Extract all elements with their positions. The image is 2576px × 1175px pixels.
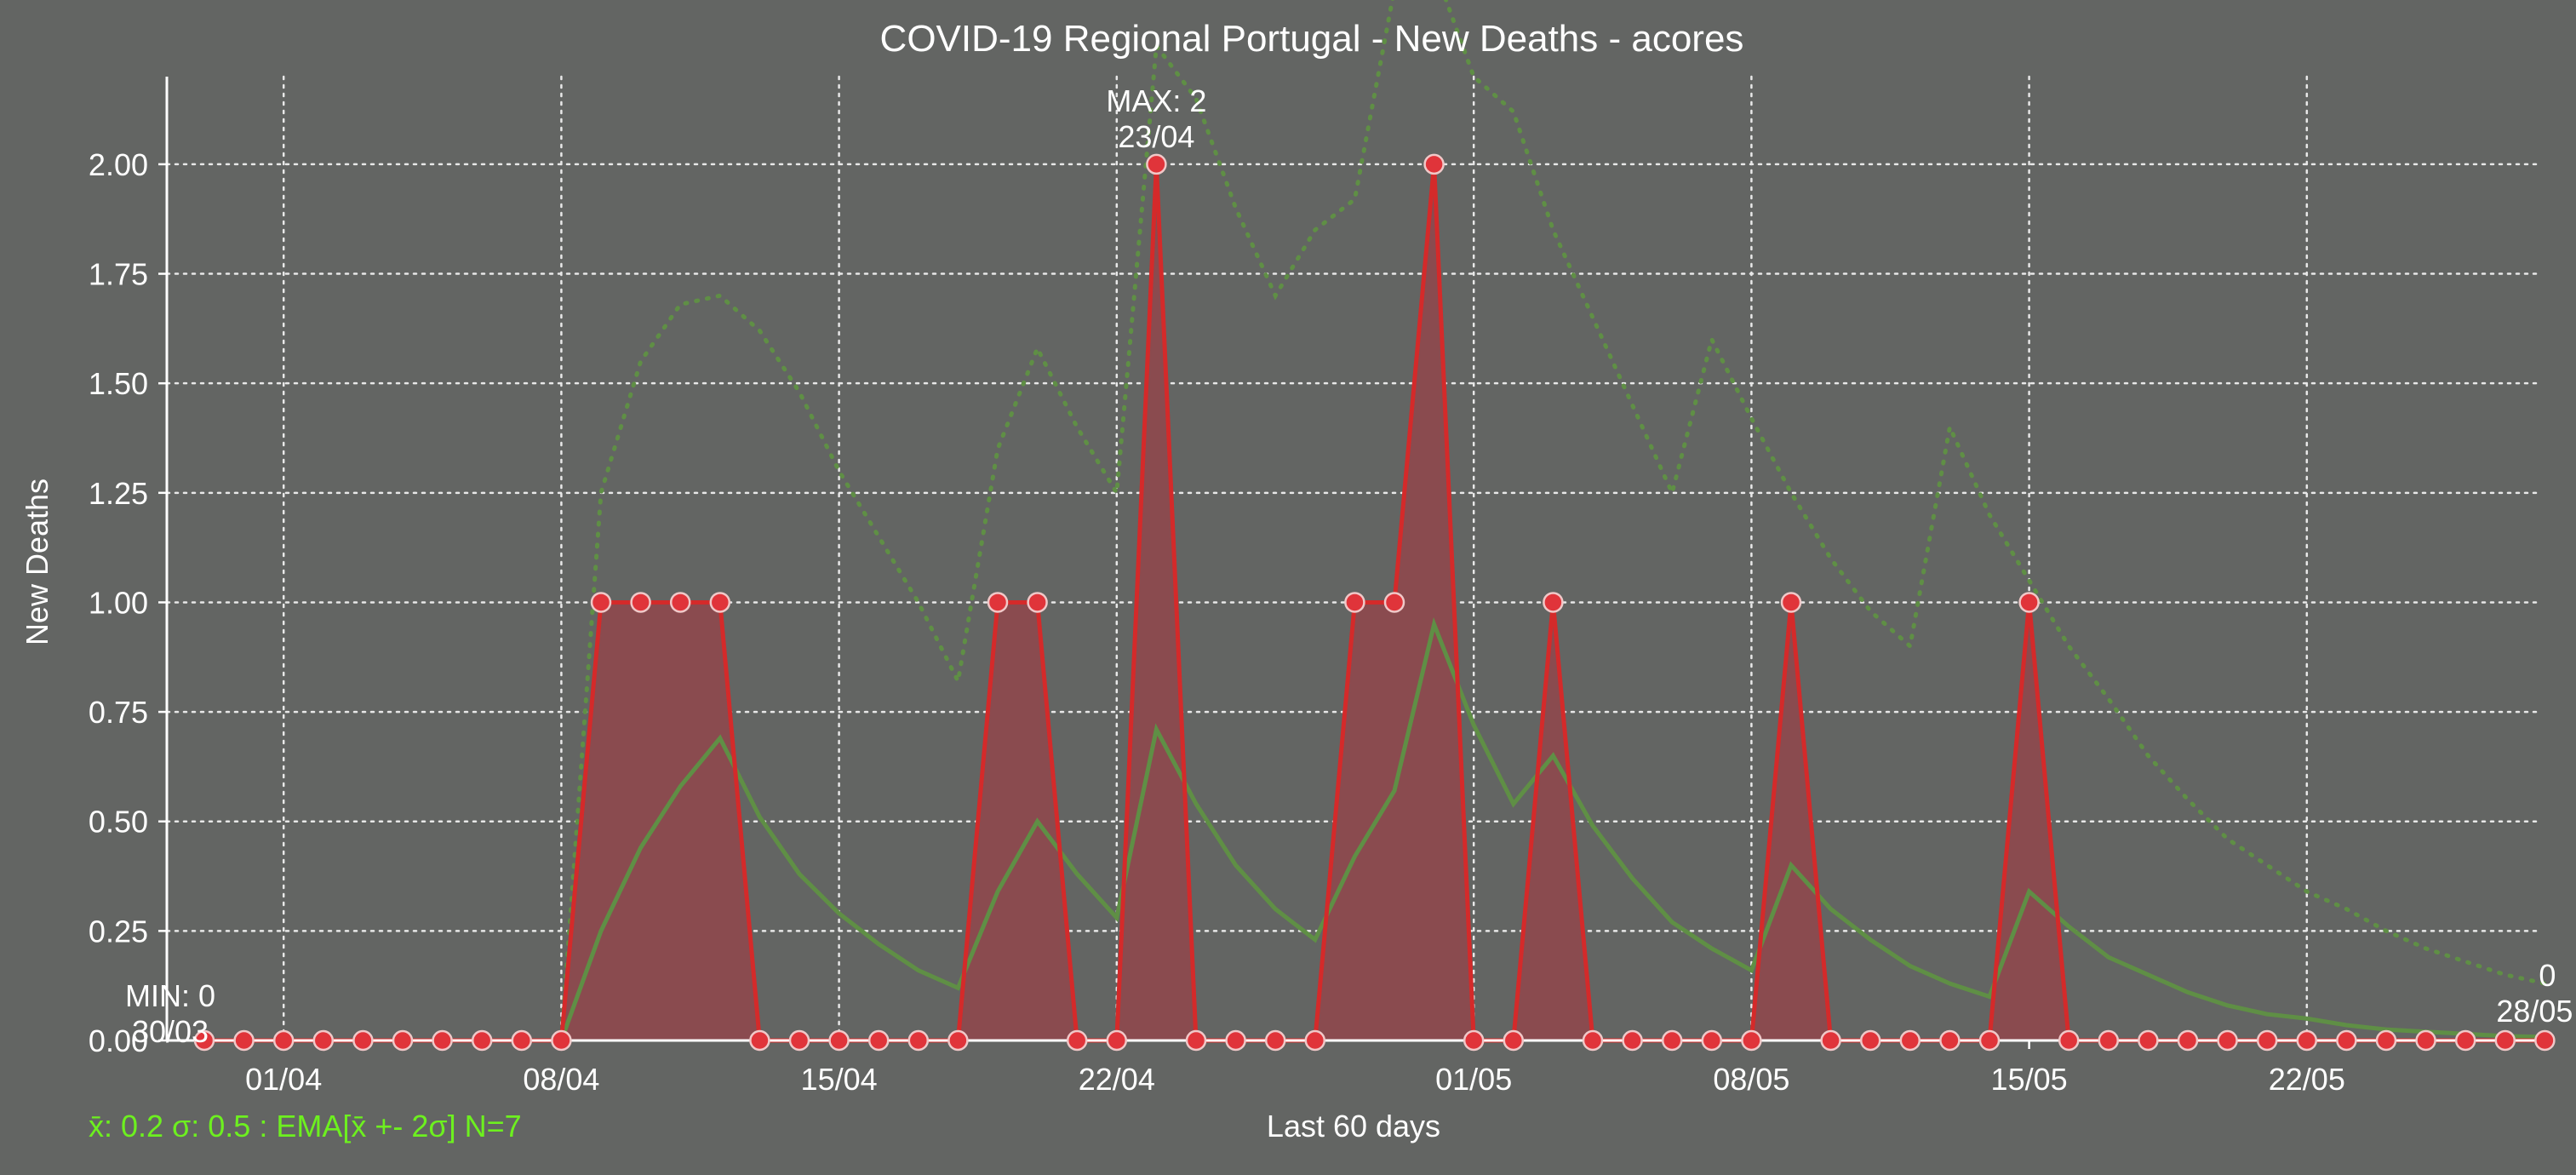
deaths-data-point <box>669 592 691 613</box>
deaths-data-point <box>947 1029 969 1052</box>
deaths-data-point <box>2018 592 2040 613</box>
deaths-data-point <box>2098 1029 2120 1052</box>
y-tick-label: 1.00 <box>89 585 148 620</box>
deaths-data-point <box>2138 1029 2159 1052</box>
y-tick-label: 0.00 <box>89 1023 148 1058</box>
x-tick-label: 15/05 <box>1991 1062 2068 1097</box>
chart-title: COVID-19 Regional Portugal - New Deaths … <box>880 18 1744 60</box>
deaths-data-point <box>1978 1029 2001 1052</box>
deaths-data-point <box>2058 1029 2080 1052</box>
y-tick-label: 2.00 <box>89 147 148 182</box>
x-axis-label: Last 60 days <box>1267 1109 1440 1143</box>
y-tick-label: 1.50 <box>89 366 148 401</box>
deaths-data-point <box>2375 1029 2397 1052</box>
deaths-data-point <box>1106 1029 1128 1052</box>
min-annotation-label: MIN: 0 <box>125 978 215 1013</box>
last-annotation-date: 28/05 <box>2496 994 2573 1029</box>
deaths-data-point <box>2415 1029 2436 1052</box>
deaths-data-point <box>1543 592 1564 613</box>
deaths-data-point <box>2454 1029 2476 1052</box>
deaths-data-point <box>432 1029 453 1052</box>
x-tick-label: 01/04 <box>245 1062 322 1097</box>
last-annotation-label: 0 <box>2539 958 2556 993</box>
deaths-data-point <box>1503 1029 1525 1052</box>
stats-text: x̄: 0.2 σ: 0.5 : EMA[x̄ +- 2σ] N=7 <box>89 1109 522 1143</box>
grid-layer <box>165 75 2543 1042</box>
deaths-data-point <box>392 1029 414 1052</box>
deaths-data-point <box>1225 1029 1246 1052</box>
deaths-data-point <box>1146 153 1167 175</box>
deaths-data-point <box>1622 1029 1643 1052</box>
x-tick-label: 08/04 <box>523 1062 599 1097</box>
deaths-data-point <box>1899 1029 1921 1052</box>
deaths-data-point <box>590 592 612 613</box>
deaths-data-point <box>2296 1029 2318 1052</box>
deaths-data-point <box>907 1029 930 1052</box>
deaths-data-point <box>2256 1029 2278 1052</box>
x-tick-label: 22/04 <box>1079 1062 1155 1097</box>
deaths-data-point <box>788 1029 810 1052</box>
deaths-data-point <box>867 1029 890 1052</box>
deaths-data-point <box>2534 1029 2556 1052</box>
deaths-data-point <box>233 1029 255 1052</box>
deaths-data-point <box>1780 592 1802 613</box>
deaths-data-point <box>1264 1029 1286 1052</box>
max-annotation-label: MAX: 2 <box>1106 83 1206 118</box>
deaths-data-point <box>2494 1029 2516 1052</box>
tick-layer: 0.00 0.25 0.50 0.75 1.00 1.25 1.50 1.75 2.00 01/0… <box>89 147 2345 1097</box>
y-tick-label: 0.25 <box>89 914 148 949</box>
deaths-data-point <box>272 1029 295 1052</box>
deaths-data-point <box>2217 1029 2238 1052</box>
deaths-data-point <box>471 1029 493 1052</box>
deaths-data-point <box>709 592 731 613</box>
deaths-data-point <box>828 1029 850 1052</box>
min-annotation-date: 30/03 <box>132 1014 209 1049</box>
y-tick-label: 1.75 <box>89 257 148 292</box>
deaths-data-point <box>2177 1029 2199 1052</box>
deaths-data-point <box>1939 1029 1961 1052</box>
deaths-data-point <box>1304 1029 1326 1052</box>
deaths-data-point <box>1344 592 1365 613</box>
deaths-data-point <box>551 1029 572 1052</box>
deaths-data-point <box>1859 1029 1881 1052</box>
y-tick-label: 0.50 <box>89 805 148 840</box>
deaths-data-point <box>2336 1029 2357 1052</box>
deaths-data-point <box>1027 592 1048 613</box>
y-tick-label: 1.25 <box>89 476 148 511</box>
x-tick-label: 01/05 <box>1435 1062 1512 1097</box>
deaths-data-point <box>1741 1029 1762 1052</box>
x-tick-label: 08/05 <box>1713 1062 1789 1097</box>
deaths-data-point <box>193 1029 215 1052</box>
max-annotation-date: 23/04 <box>1118 119 1194 154</box>
deaths-data-point <box>1701 1029 1723 1052</box>
deaths-data-point <box>1383 592 1405 613</box>
y-axis-label: New Deaths <box>20 479 54 645</box>
deaths-data-point <box>1582 1029 1604 1052</box>
deaths-data-point <box>749 1029 770 1052</box>
x-tick-label: 22/05 <box>2269 1062 2345 1097</box>
deaths-data-point <box>352 1029 374 1052</box>
ema-line <box>204 616 2545 1043</box>
deaths-data-point <box>511 1029 533 1052</box>
deaths-data-point <box>1185 1029 1207 1052</box>
deaths-data-point <box>1463 1029 1485 1052</box>
deaths-data-point <box>987 592 1009 613</box>
deaths-data-point <box>312 1029 335 1052</box>
deaths-data-point <box>1423 153 1445 175</box>
deaths-data-point <box>1820 1029 1841 1052</box>
marker-layer <box>193 153 2556 1052</box>
deaths-data-point <box>1661 1029 1683 1052</box>
deaths-data-point <box>1066 1029 1088 1052</box>
x-tick-label: 15/04 <box>801 1062 878 1097</box>
y-tick-label: 0.75 <box>89 695 148 730</box>
ema-band-line <box>202 0 2547 1043</box>
deaths-data-point <box>630 592 651 613</box>
text-layer: COVID-19 Regional Portugal - New Deaths … <box>20 18 2573 1143</box>
